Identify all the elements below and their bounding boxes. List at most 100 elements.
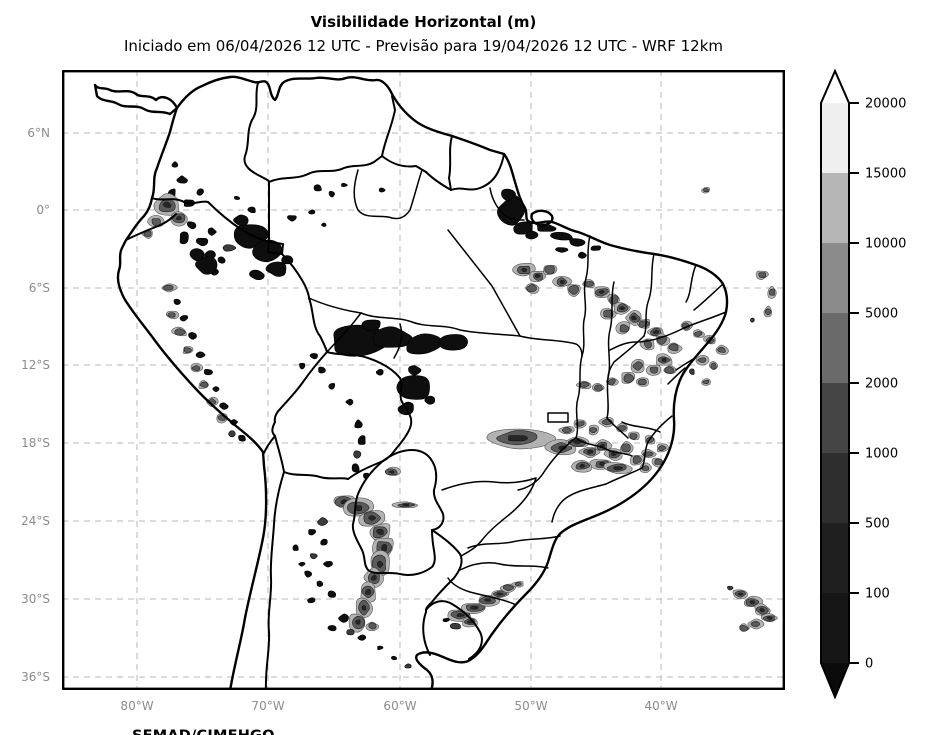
- visibility-patch: [769, 288, 776, 296]
- visibility-patch: [217, 256, 226, 264]
- visibility-patch: [654, 458, 663, 465]
- visibility-patch: [621, 443, 631, 453]
- visibility-patch: [318, 366, 326, 374]
- visibility-patch: [189, 248, 205, 262]
- visibility-patch: [555, 247, 569, 253]
- visibility-patch: [321, 222, 327, 227]
- visibility-patch: [171, 161, 179, 168]
- visibility-patch: [525, 230, 539, 240]
- visibility-patch: [501, 188, 516, 201]
- visibility-patch: [750, 317, 755, 323]
- visibility-patch: [703, 188, 710, 193]
- visibility-patch: [292, 544, 299, 551]
- visibility-patch: [694, 331, 703, 337]
- visibility-patch: [766, 616, 773, 620]
- visibility-patch: [641, 465, 650, 471]
- visibility-patch: [175, 215, 182, 221]
- visibility-patch: [179, 231, 189, 245]
- visibility-patch: [456, 613, 465, 617]
- visibility-patch: [346, 629, 355, 636]
- x-tick-label: 60°W: [383, 699, 417, 713]
- colorbar-tick-label: 5000: [865, 307, 898, 322]
- visibility-patch: [759, 607, 765, 612]
- visibility-patch: [238, 434, 246, 442]
- colorbar-segment: [821, 173, 849, 243]
- visibility-patch: [233, 214, 249, 226]
- visibility-patch: [196, 188, 204, 196]
- visibility-patch: [589, 427, 598, 434]
- colorbar-segment: [821, 243, 849, 313]
- visibility-patch: [442, 618, 450, 623]
- visibility-patch: [345, 398, 354, 406]
- visibility-patch: [559, 279, 565, 284]
- visibility-patch: [689, 368, 695, 375]
- visibility-patch: [717, 346, 726, 353]
- visibility-patch: [323, 560, 333, 568]
- colorbar-tick-label: 2000: [865, 377, 898, 392]
- visibility-patch: [618, 306, 626, 311]
- visibility-patch: [265, 261, 287, 277]
- visibility-patch: [188, 332, 197, 340]
- country-borders: [125, 82, 505, 690]
- visibility-patch: [309, 553, 318, 560]
- visibility-patch: [368, 622, 377, 630]
- y-tick-label: 36°S: [21, 670, 50, 684]
- visibility-patch: [497, 194, 526, 226]
- visibility-patch: [316, 580, 324, 587]
- visibility-patch: [195, 256, 218, 275]
- visibility-patch: [328, 191, 335, 198]
- visibility-patch: [508, 435, 528, 442]
- visibility-patch: [668, 343, 679, 352]
- visibility-patch: [378, 187, 386, 193]
- visibility-patch: [338, 613, 349, 623]
- visibility-patch: [652, 329, 659, 334]
- south-america-map: [62, 70, 785, 690]
- visibility-patch: [526, 284, 537, 293]
- visibility-patch: [702, 379, 710, 384]
- visibility-patch: [623, 373, 634, 383]
- visibility-patch: [354, 419, 363, 429]
- coastline: [93, 75, 729, 690]
- colorbar-segment: [821, 103, 849, 173]
- visibility-patch: [502, 584, 514, 592]
- visibility-patch: [544, 265, 555, 275]
- colorbar-tick-label: 1000: [865, 447, 898, 462]
- x-tick-label: 50°W: [514, 699, 548, 713]
- y-tick-label: 0°: [36, 203, 50, 217]
- visibility-patch: [484, 598, 492, 602]
- visibility-patch: [496, 592, 504, 596]
- visibility-patch: [308, 529, 317, 536]
- visibility-patch: [357, 435, 366, 445]
- visibility-patch: [381, 544, 387, 552]
- visibility-patch: [534, 274, 541, 278]
- visibility-patch: [195, 237, 209, 247]
- visibility-patch: [341, 182, 348, 187]
- visibility-patch: [179, 315, 189, 322]
- visibility-patch: [562, 426, 572, 434]
- visibility-patch: [307, 597, 316, 604]
- figure-subtitle: Iniciado em 06/04/2026 12 UTC - Previsão…: [123, 37, 724, 55]
- visibility-patch: [219, 402, 229, 410]
- x-tick-label: 70°W: [251, 699, 285, 713]
- visibility-patch: [750, 620, 760, 627]
- visibility-patch: [629, 433, 638, 440]
- visibility-patch: [313, 184, 322, 192]
- visibility-patch: [613, 466, 624, 471]
- visibility-patch: [638, 378, 647, 386]
- visibility-patch: [438, 334, 468, 351]
- visibility-patch: [217, 415, 226, 421]
- visibility-patch: [737, 592, 744, 596]
- visibility-patch: [327, 590, 337, 598]
- visibility-patch: [173, 298, 181, 305]
- visibility-patch: [587, 449, 594, 454]
- visibility-patch: [514, 581, 522, 586]
- visibility-patch: [521, 267, 528, 273]
- visibility-patch: [578, 251, 587, 259]
- y-tick-label: 12°S: [21, 358, 50, 372]
- visibility-patch: [391, 655, 398, 661]
- colorbar-under-arrow: [821, 663, 849, 697]
- visibility-patch: [619, 324, 630, 333]
- visibility-patch: [327, 625, 337, 632]
- visibility-patch: [377, 645, 384, 650]
